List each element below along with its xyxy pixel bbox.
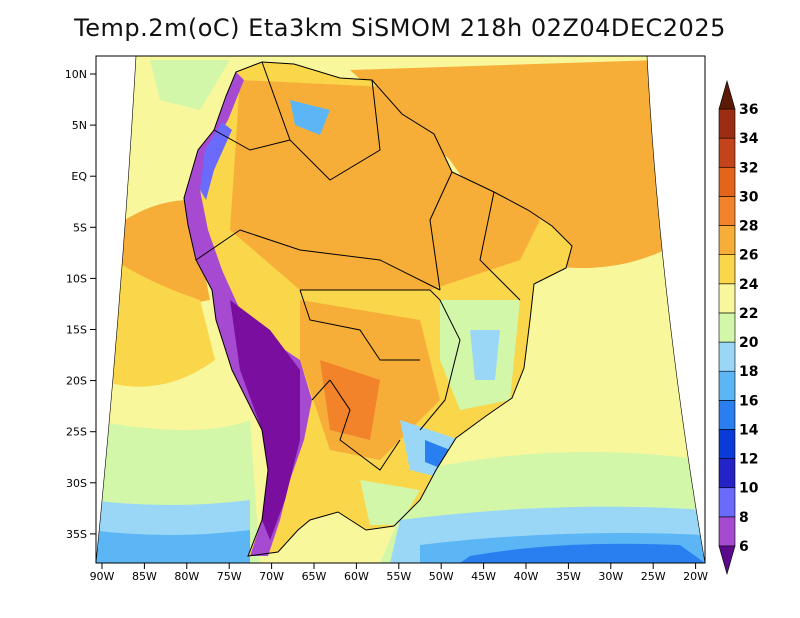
chaco-hot <box>320 360 380 440</box>
colorbar-label: 10 <box>739 481 759 497</box>
colorbar-box <box>718 254 736 285</box>
lat-tick-label: 25S <box>66 426 87 439</box>
colorbar-label: 14 <box>739 422 759 438</box>
border-line <box>429 171 453 291</box>
uruguay-cool <box>360 480 420 525</box>
caribbean-cool <box>150 60 230 110</box>
colorbar-box <box>718 458 736 489</box>
south-atlantic-coldest <box>460 543 705 563</box>
lon-tick-label: 90W <box>90 570 115 583</box>
boundaries <box>183 61 573 557</box>
lon-tick-label: 45W <box>471 570 496 583</box>
border-line <box>300 289 461 431</box>
colorbar-label: 20 <box>739 335 759 351</box>
colorbar-label: 26 <box>739 248 758 264</box>
lon-tick-label: 65W <box>302 570 327 583</box>
lat-tick-label: 10N <box>65 68 87 81</box>
border-line <box>329 379 401 471</box>
border-line <box>213 129 291 151</box>
lon-tick-label: 70W <box>259 570 284 583</box>
colorbar-box <box>718 370 736 401</box>
colorbar-label: 30 <box>739 189 759 205</box>
colorbar-label: 36 <box>739 102 758 118</box>
colorbar-box <box>718 487 736 518</box>
lon-tick-label: 20W <box>683 570 708 583</box>
pacific-mid-region <box>100 250 215 387</box>
colorbar-label: 28 <box>739 219 758 235</box>
andes-north-cold <box>200 122 232 200</box>
lon-tick-label: 40W <box>514 570 539 583</box>
map-frame <box>95 55 706 564</box>
temperature-field <box>96 56 705 563</box>
lat-tick-label: 35S <box>66 528 87 541</box>
lon-tick-label: 80W <box>174 570 199 583</box>
lon-tick-label: 85W <box>132 570 157 583</box>
continent-field <box>184 62 572 556</box>
lat-tick-label: EQ <box>71 170 87 183</box>
border-line <box>299 289 420 361</box>
colorbar-box <box>718 516 736 547</box>
lon-tick-label: 25W <box>641 570 666 583</box>
map-plot-area <box>95 55 706 564</box>
colorbar-label: 16 <box>739 393 758 409</box>
colorbar-label: 34 <box>739 131 759 147</box>
colorbar-box <box>718 137 736 168</box>
andes-coldest <box>230 300 300 540</box>
colorbar-box <box>718 196 736 226</box>
lon-tick-label: 35W <box>556 570 581 583</box>
lat-tick-label: 20S <box>66 375 87 388</box>
border-line <box>311 379 331 401</box>
colorbar-label: 12 <box>739 452 758 468</box>
lat-tick-label: 10S <box>66 272 87 285</box>
brazil-highland-cooler <box>470 330 500 380</box>
colorbar: 6 8 10 12 14 16 18 20 22 24 26 28 30 32 34 36 <box>718 79 759 576</box>
guiana-highland-cool <box>290 100 330 135</box>
lon-tick-label: 75W <box>217 570 242 583</box>
map-title: Temp.2m(oC) Eta3km SiSMOM 218h 02Z04DEC2… <box>74 14 726 42</box>
colorbar-above-triangle <box>718 79 736 110</box>
latitude-axis: 10N 5N EQ 5S 10S 15S 20S 25S 30S 35S <box>65 68 96 541</box>
lat-tick-label: 5S <box>73 221 87 234</box>
colorbar-box <box>718 312 736 343</box>
south-pacific-coolest <box>96 530 250 563</box>
lon-tick-label: 50W <box>429 570 454 583</box>
colorbar-box <box>718 283 736 314</box>
colorbar-label: 24 <box>739 277 759 293</box>
atlantic-warm-region <box>350 60 665 268</box>
colorbar-label: 8 <box>739 510 749 526</box>
colorbar-label: 6 <box>739 539 749 555</box>
colorbar-box <box>718 225 736 255</box>
lon-tick-label: 55W <box>386 570 411 583</box>
colorbar-box <box>718 166 736 197</box>
colorbar-label: 22 <box>739 306 758 322</box>
lat-tick-label: 15S <box>66 324 87 337</box>
colorbar-label: 18 <box>739 364 758 380</box>
border-line <box>195 229 241 261</box>
lat-tick-label: 5N <box>72 119 87 132</box>
colorbar-below-triangle <box>718 545 736 576</box>
lon-tick-label: 30W <box>598 570 623 583</box>
lat-tick-label: 30S <box>66 477 87 490</box>
colorbar-box <box>718 341 736 372</box>
border-line <box>479 191 521 301</box>
colorbar-label: 32 <box>739 160 758 176</box>
border-line <box>261 61 381 181</box>
lon-tick-label: 60W <box>344 570 369 583</box>
longitude-axis: 90W 85W 80W 75W 70W 65W 60W 55W 50W 45W 40W 35W 30W 2… <box>90 563 708 583</box>
colorbar-box <box>718 429 736 459</box>
colorbar-box <box>718 400 736 430</box>
colorbar-box <box>718 108 736 139</box>
border-line <box>239 229 441 291</box>
